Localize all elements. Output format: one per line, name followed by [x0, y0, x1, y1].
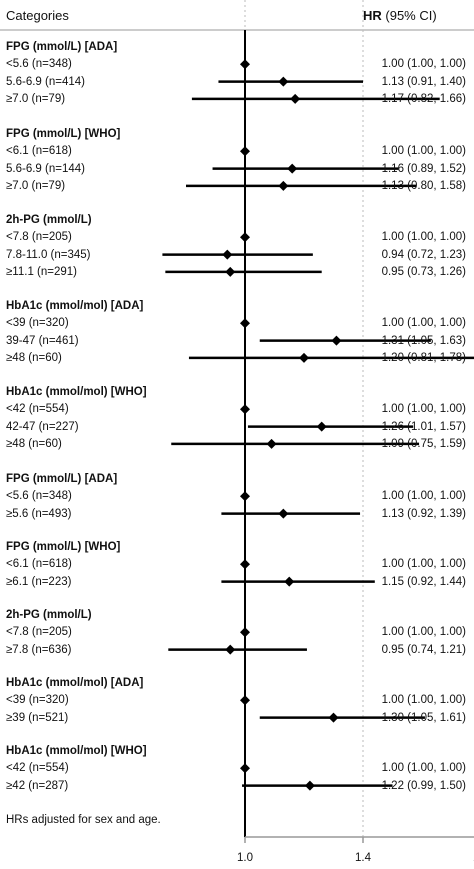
group-title-6: FPG (mmol/L) [WHO]: [6, 541, 121, 553]
row-label-0-1: 5.6-6.9 (n=414): [6, 75, 85, 88]
hr-point-9-0: [240, 763, 250, 774]
row-label-7-1: ≥7.8 (n=636): [6, 643, 72, 656]
group-title-3: HbA1c (mmol/mol) [ADA]: [6, 300, 144, 312]
row-label-6-0: <6.1 (n=618): [6, 558, 72, 571]
hr-point-9-1: [304, 780, 315, 791]
row-label-0-2: ≥7.0 (n=79): [6, 92, 66, 105]
row-ci-1-2: 1.13 (0.80, 1.58): [381, 179, 466, 192]
row-label-0-0: <5.6 (n=348): [6, 58, 72, 71]
hr-point-1-0: [240, 146, 250, 157]
row-ci-0-0: 1.00 (1.00, 1.00): [381, 58, 466, 71]
group-title-1: FPG (mmol/L) [WHO]: [6, 128, 121, 140]
row-label-9-0: <42 (n=554): [6, 762, 69, 775]
row-label-3-2: ≥48 (n=60): [6, 351, 62, 364]
group-title-8: HbA1c (mmol/mol) [ADA]: [6, 677, 144, 689]
row-ci-8-1: 1.30 (1.05, 1.61): [381, 711, 466, 724]
row-label-5-1: ≥5.6 (n=493): [6, 507, 72, 520]
row-label-8-1: ≥39 (n=521): [6, 711, 69, 724]
hr-point-0-0: [240, 59, 250, 70]
row-label-3-1: 39-47 (n=461): [6, 334, 79, 347]
group-title-2: 2h-PG (mmol/L): [6, 214, 92, 226]
row-ci-3-0: 1.00 (1.00, 1.00): [381, 317, 466, 330]
row-ci-2-0: 1.00 (1.00, 1.00): [381, 231, 466, 244]
row-label-2-1: 7.8-11.0 (n=345): [6, 248, 91, 261]
row-label-2-0: <7.8 (n=205): [6, 231, 72, 244]
footnote: HRs adjusted for sex and age.: [6, 814, 161, 826]
row-ci-6-1: 1.15 (0.92, 1.44): [381, 575, 466, 588]
hr-point-2-1: [222, 249, 233, 260]
group-title-7: 2h-PG (mmol/L): [6, 609, 92, 621]
hr-point-1-1: [287, 163, 298, 174]
hr-point-6-1: [284, 576, 295, 587]
row-ci-8-0: 1.00 (1.00, 1.00): [381, 694, 466, 707]
row-label-2-2: ≥11.1 (n=291): [6, 265, 77, 278]
row-ci-6-0: 1.00 (1.00, 1.00): [381, 558, 466, 571]
row-ci-0-2: 1.17 (0.82, 1.66): [381, 92, 466, 105]
row-label-1-1: 5.6-6.9 (n=144): [6, 162, 85, 175]
row-label-4-1: 42-47 (n=227): [6, 420, 79, 433]
hr-point-0-1: [278, 76, 289, 87]
row-ci-2-1: 0.94 (0.72, 1.23): [381, 248, 466, 261]
row-label-1-2: ≥7.0 (n=79): [6, 179, 66, 192]
row-ci-4-2: 1.09 (0.75, 1.59): [381, 437, 466, 450]
row-label-6-1: ≥6.1 (n=223): [6, 575, 72, 588]
row-ci-4-1: 1.26 (1.01, 1.57): [381, 420, 466, 433]
row-label-9-1: ≥42 (n=287): [6, 779, 69, 792]
hr-point-0-2: [290, 93, 301, 104]
hr-point-7-1: [225, 644, 236, 655]
row-label-5-0: <5.6 (n=348): [6, 490, 72, 503]
hr-point-8-0: [240, 695, 250, 706]
row-ci-7-1: 0.95 (0.74, 1.21): [381, 643, 466, 656]
hr-header-bold: HR: [363, 8, 382, 23]
hr-point-7-0: [240, 627, 250, 638]
hr-point-5-0: [240, 491, 250, 502]
x-tick-label-0: 1.0: [237, 852, 253, 864]
row-ci-2-2: 0.95 (0.73, 1.26): [381, 265, 466, 278]
row-label-3-0: <39 (n=320): [6, 317, 69, 330]
hr-point-5-1: [278, 508, 289, 519]
row-label-4-0: <42 (n=554): [6, 403, 69, 416]
hr-point-2-0: [240, 232, 250, 243]
row-label-8-0: <39 (n=320): [6, 694, 69, 707]
row-ci-4-0: 1.00 (1.00, 1.00): [381, 403, 466, 416]
row-ci-3-2: 1.20 (0.81, 1.78): [381, 351, 466, 364]
hr-point-4-1: [316, 421, 327, 432]
row-label-1-0: <6.1 (n=618): [6, 145, 72, 158]
hr-point-1-2: [278, 180, 289, 191]
hr-point-8-1: [328, 712, 339, 723]
hr-point-3-2: [299, 352, 309, 363]
row-ci-7-0: 1.00 (1.00, 1.00): [381, 626, 466, 639]
ci-header-rest: (95% CI): [381, 8, 437, 23]
row-label-4-2: ≥48 (n=60): [6, 437, 62, 450]
hr-point-2-2: [225, 266, 236, 277]
x-tick-label-1: 1.4: [355, 852, 371, 864]
hr-point-3-0: [240, 318, 250, 329]
group-title-5: FPG (mmol/L) [ADA]: [6, 473, 118, 485]
hr-point-6-0: [240, 559, 250, 570]
group-title-0: FPG (mmol/L) [ADA]: [6, 41, 118, 53]
row-ci-3-1: 1.31 (1.05, 1.63): [381, 334, 466, 347]
hr-point-4-2: [266, 438, 277, 449]
group-title-4: HbA1c (mmol/mol) [WHO]: [6, 386, 147, 398]
hr-ci-header: HR (95% CI): [363, 8, 437, 23]
group-title-9: HbA1c (mmol/mol) [WHO]: [6, 745, 147, 757]
row-ci-1-1: 1.16 (0.89, 1.52): [381, 162, 466, 175]
row-ci-9-0: 1.00 (1.00, 1.00): [381, 762, 466, 775]
row-ci-0-1: 1.13 (0.91, 1.40): [381, 75, 466, 88]
row-label-7-0: <7.8 (n=205): [6, 626, 72, 639]
row-ci-5-0: 1.00 (1.00, 1.00): [381, 490, 466, 503]
hr-point-4-0: [240, 404, 250, 415]
row-ci-9-1: 1.22 (0.99, 1.50): [381, 779, 466, 792]
row-ci-5-1: 1.13 (0.92, 1.39): [381, 507, 466, 520]
hr-point-3-1: [331, 335, 342, 346]
row-ci-1-0: 1.00 (1.00, 1.00): [381, 145, 466, 158]
categories-header: Categories: [6, 8, 69, 23]
